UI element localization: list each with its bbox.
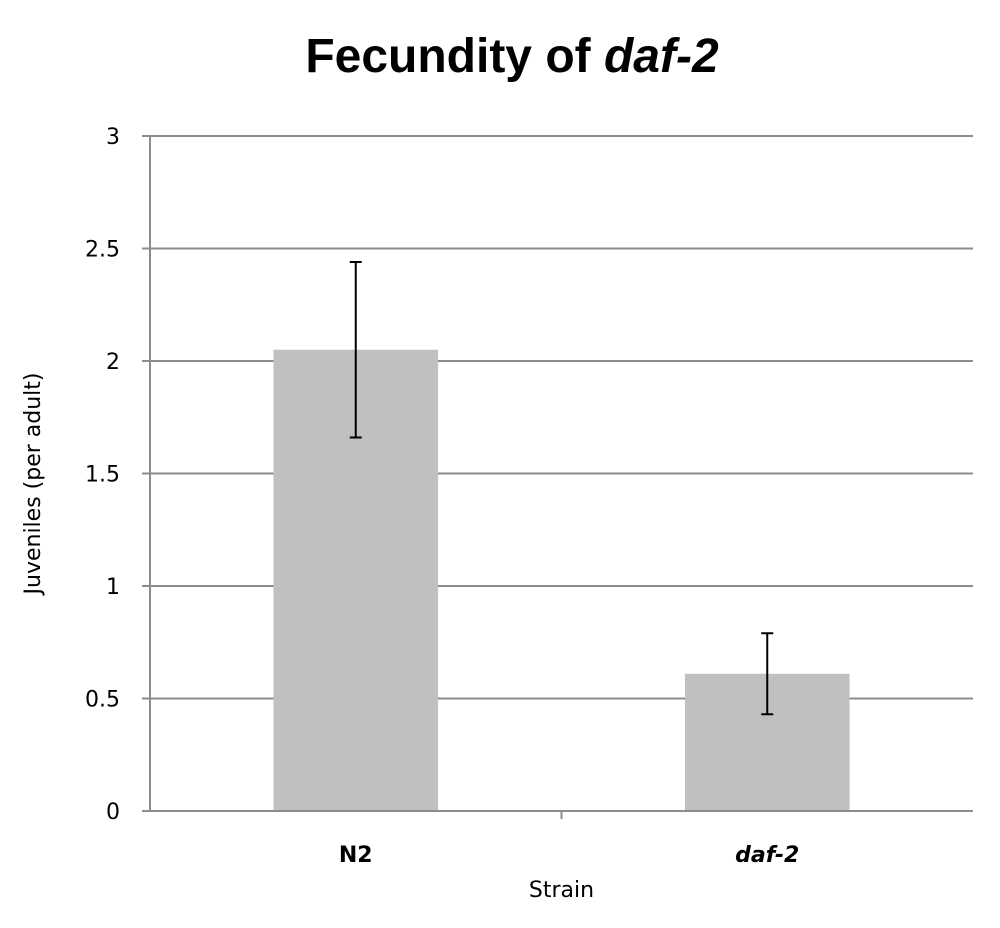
axes (142, 135, 973, 819)
y-tick-label: 2.5 (85, 238, 120, 263)
y-axis-label: Juveniles (per adult) (21, 373, 46, 597)
x-tick-labels: N2 daf-2 (339, 843, 799, 868)
bars (273, 349, 850, 811)
x-axis-label: Strain (529, 878, 594, 903)
y-tick-label: 1 (106, 575, 120, 600)
y-tick-labels: 0 0.5 1 1.5 2 2.5 3 (85, 125, 120, 825)
y-tick-label: 0 (106, 800, 120, 825)
chart-title-italic: daf-2 (604, 30, 719, 83)
error-bars (349, 261, 774, 716)
y-tick-label: 2 (106, 350, 120, 375)
chart-title-main: Fecundity of (305, 30, 604, 83)
x-tick-label: N2 (339, 843, 373, 868)
chart-title: Fecundity of daf-2 (305, 30, 719, 83)
x-tick-label: daf-2 (735, 843, 799, 868)
y-tick-label: 0.5 (85, 688, 120, 713)
y-tick-label: 1.5 (85, 463, 120, 488)
y-tick-label: 3 (106, 125, 120, 150)
